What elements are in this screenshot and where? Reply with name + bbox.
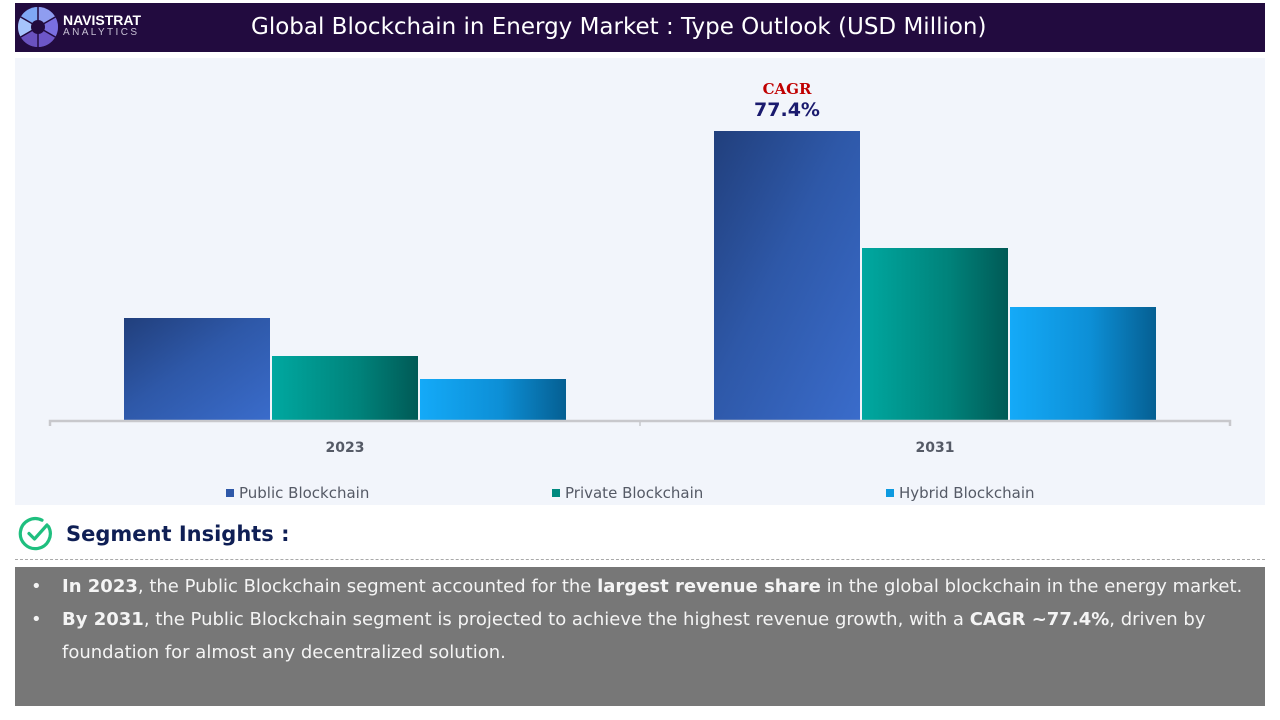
cagr-value: 77.4% (754, 99, 820, 121)
bar-public-blockchain-2023 (124, 318, 270, 421)
bullet-dot-icon: • (31, 609, 42, 630)
legend-swatch (886, 489, 894, 497)
header-bar: NAVISTRAT ANALYTICS Global Blockchain in… (15, 3, 1265, 52)
legend-label: Public Blockchain (239, 484, 370, 502)
x-tick-label: 2023 (326, 440, 365, 456)
check-circle-icon (18, 517, 52, 551)
x-tick-label: 2031 (916, 440, 955, 456)
bar-hybrid-blockchain-2023 (420, 379, 566, 421)
legend-swatch (552, 489, 560, 497)
insight-bullet: • By 2031, the Public Blockchain segment … (31, 603, 1245, 669)
legend-label: Hybrid Blockchain (899, 484, 1035, 502)
legend-item-private-blockchain: Private Blockchain (552, 484, 703, 502)
legend-label: Private Blockchain (565, 484, 704, 502)
bar-public-blockchain-2031 (714, 131, 860, 421)
cagr-label: CAGR (763, 80, 812, 98)
bar-private-blockchain-2023 (272, 356, 418, 421)
divider (15, 559, 1265, 560)
insights-title: Segment Insights : (66, 522, 290, 546)
bar-private-blockchain-2031 (862, 248, 1008, 421)
chart-title: Global Blockchain in Energy Market : Typ… (251, 14, 987, 40)
insights-box: • In 2023, the Public Blockchain segment … (15, 567, 1265, 706)
insight-text: In 2023, the Public Blockchain segment a… (62, 576, 1243, 597)
legend-item-public-blockchain: Public Blockchain (226, 484, 369, 502)
navistrat-logo-icon (18, 7, 58, 47)
bar-hybrid-blockchain-2031 (1010, 307, 1156, 421)
insight-text: By 2031, the Public Blockchain segment i… (62, 609, 1206, 663)
brand: NAVISTRAT ANALYTICS (63, 13, 141, 39)
bullet-dot-icon: • (31, 576, 42, 597)
legend-item-hybrid-blockchain: Hybrid Blockchain (886, 484, 1035, 502)
brand-name: NAVISTRAT (63, 12, 142, 28)
chart-panel: 2023 2031 CAGR 77.4% (15, 58, 1265, 505)
chart-legend: Public Blockchain Private Blockchain Hybri… (0, 484, 1280, 504)
insight-bullet: • In 2023, the Public Blockchain segment … (31, 570, 1245, 603)
legend-swatch (226, 489, 234, 497)
brand-sub: ANALYTICS (63, 27, 140, 38)
insights-header: Segment Insights : (18, 516, 290, 552)
